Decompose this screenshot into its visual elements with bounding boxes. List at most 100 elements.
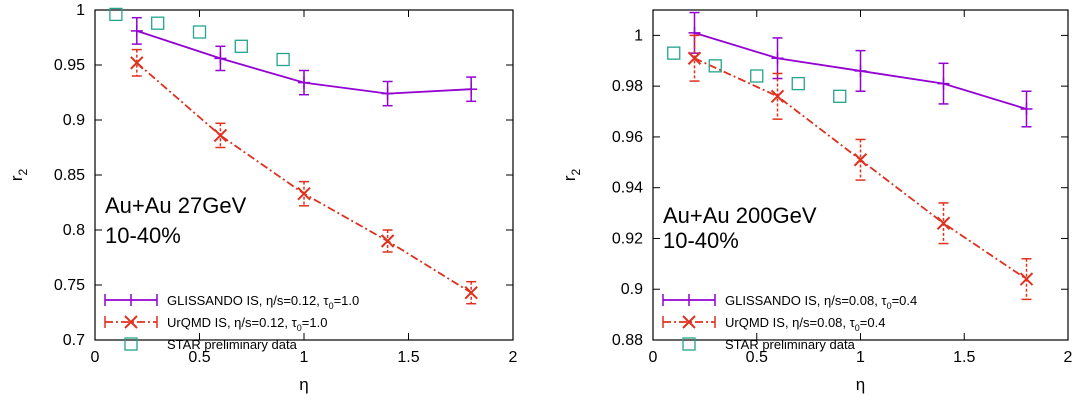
- y-tick-label: 1: [76, 2, 85, 19]
- x-tick-label: 0: [91, 349, 100, 366]
- series-2: [130, 48, 478, 305]
- series-2: [687, 34, 1034, 301]
- legend-label: STAR preliminary data: [725, 337, 856, 352]
- data-point-marker: [687, 51, 702, 65]
- data-point-marker: [192, 25, 207, 39]
- series-3: [109, 7, 290, 67]
- data-point: [214, 52, 227, 65]
- data-point: [381, 87, 394, 100]
- x-tick-label: 1: [856, 349, 865, 366]
- chart-panel-2: 0 0.5 1 1.5 20.880.90.920.940.960.981ηr2Au+A…: [560, 9, 1073, 394]
- data-point: [687, 51, 702, 65]
- y-tick-label: 0.7: [63, 332, 85, 349]
- data-point: [854, 64, 867, 77]
- x-axis-label: η: [856, 375, 865, 394]
- data-point-marker: [109, 7, 123, 22]
- data-point-marker: [130, 56, 144, 70]
- data-point: [130, 56, 144, 70]
- y-tick-label: 0.75: [54, 277, 85, 294]
- data-point-marker: [770, 89, 785, 104]
- series-1: [688, 11, 1033, 128]
- legend-label: UrQMD IS, η/s=0.12, τ0=1.0: [167, 315, 327, 333]
- x-tick-label: 2: [509, 349, 518, 366]
- data-point-marker: [791, 76, 805, 91]
- data-point: [667, 46, 681, 60]
- x-tick-label: 1.5: [397, 349, 419, 366]
- y-tick-label: 0.96: [612, 129, 643, 146]
- legend-label: UrQMD IS, η/s=0.08, τ0=0.4: [725, 315, 885, 333]
- legend-label-tail: =0.4: [892, 293, 918, 308]
- legend-entry: UrQMD IS, η/s=0.08, τ0=0.4: [662, 315, 885, 333]
- data-point: [192, 25, 207, 39]
- data-point-marker: [380, 234, 395, 248]
- data-point-marker: [936, 216, 951, 230]
- y-axis-label-sub: 2: [16, 169, 30, 176]
- data-point-marker: [464, 285, 478, 300]
- x-tick-label: 0.5: [746, 349, 768, 366]
- data-point: [833, 89, 847, 103]
- y-tick-label: 0.85: [54, 167, 85, 184]
- data-point-marker: [297, 186, 311, 201]
- legend-label: GLISSANDO IS, η/s=0.08, τ0=0.4: [725, 293, 917, 311]
- y-tick-label: 0.92: [612, 230, 643, 247]
- data-point: [465, 83, 478, 96]
- data-point: [234, 39, 248, 53]
- legend-label-main: UrQMD IS, η/s=0.12, τ: [167, 315, 298, 330]
- data-point: [464, 285, 478, 300]
- x-tick-label: 0: [649, 349, 658, 366]
- data-point-marker: [276, 52, 290, 67]
- legend-entry: GLISSANDO IS, η/s=0.12, τ0=1.0: [104, 293, 360, 311]
- legend-label-main: GLISSANDO IS, η/s=0.12, τ: [167, 293, 329, 308]
- data-point: [1019, 272, 1034, 286]
- data-point: [771, 52, 784, 65]
- annotation-line: 10-40%: [663, 228, 739, 253]
- data-point: [750, 69, 764, 83]
- data-point: [853, 153, 868, 167]
- data-point-marker: [1019, 272, 1034, 286]
- legend-label: STAR preliminary data: [167, 337, 298, 352]
- data-point: [937, 77, 950, 90]
- legend-marker: [682, 315, 696, 329]
- y-tick-label: 0.95: [54, 57, 85, 74]
- chart-panel-1: 0 0.5 1 1.5 20.70.750.80.850.90.951ηr2Au+Au …: [7, 2, 518, 394]
- x-tick-label: 2: [1064, 349, 1073, 366]
- y-axis-label: r2: [7, 169, 30, 182]
- data-point: [1020, 103, 1033, 115]
- data-point: [213, 128, 228, 143]
- y-axis-label-main: r: [7, 175, 26, 181]
- data-point-marker: [151, 16, 165, 30]
- plot-frame: [94, 9, 514, 341]
- y-tick-label: 0.94: [612, 180, 643, 197]
- legend-label-sub: 0: [329, 301, 334, 311]
- data-point: [130, 24, 143, 37]
- data-point-marker: [708, 59, 722, 73]
- legend-marker: [124, 337, 138, 351]
- legend-label-sub: 0: [855, 323, 860, 333]
- legend-entry: UrQMD IS, η/s=0.12, τ0=1.0: [104, 315, 327, 333]
- x-tick-label: 1.5: [953, 349, 975, 366]
- legend-label-main: GLISSANDO IS, η/s=0.08, τ: [725, 293, 887, 308]
- x-axis-label: η: [299, 375, 308, 394]
- legend-entry: STAR preliminary data: [682, 337, 856, 352]
- data-point: [936, 216, 951, 230]
- y-tick-label: 0.9: [63, 112, 85, 129]
- data-point: [109, 7, 123, 22]
- data-point-marker: [234, 39, 248, 53]
- legend-label-tail: =1.0: [334, 293, 360, 308]
- series-1: [130, 16, 478, 107]
- data-point: [298, 76, 310, 89]
- y-axis-label-sub: 2: [569, 169, 583, 176]
- y-axis-label-text: r2: [7, 169, 30, 182]
- legend-label-main: STAR preliminary data: [167, 337, 298, 352]
- legend-entry: GLISSANDO IS, η/s=0.08, τ0=0.4: [662, 293, 917, 311]
- y-tick-label: 0.8: [63, 222, 85, 239]
- data-point: [791, 76, 805, 91]
- data-point-marker: [667, 46, 681, 60]
- data-point: [151, 16, 165, 30]
- y-tick-label: 0.9: [621, 281, 643, 298]
- annotation-line: Au+Au 27GeV: [105, 193, 247, 218]
- legend-label-sub: 0: [297, 323, 302, 333]
- data-point-marker: [833, 89, 847, 103]
- legend-marker: [124, 315, 138, 329]
